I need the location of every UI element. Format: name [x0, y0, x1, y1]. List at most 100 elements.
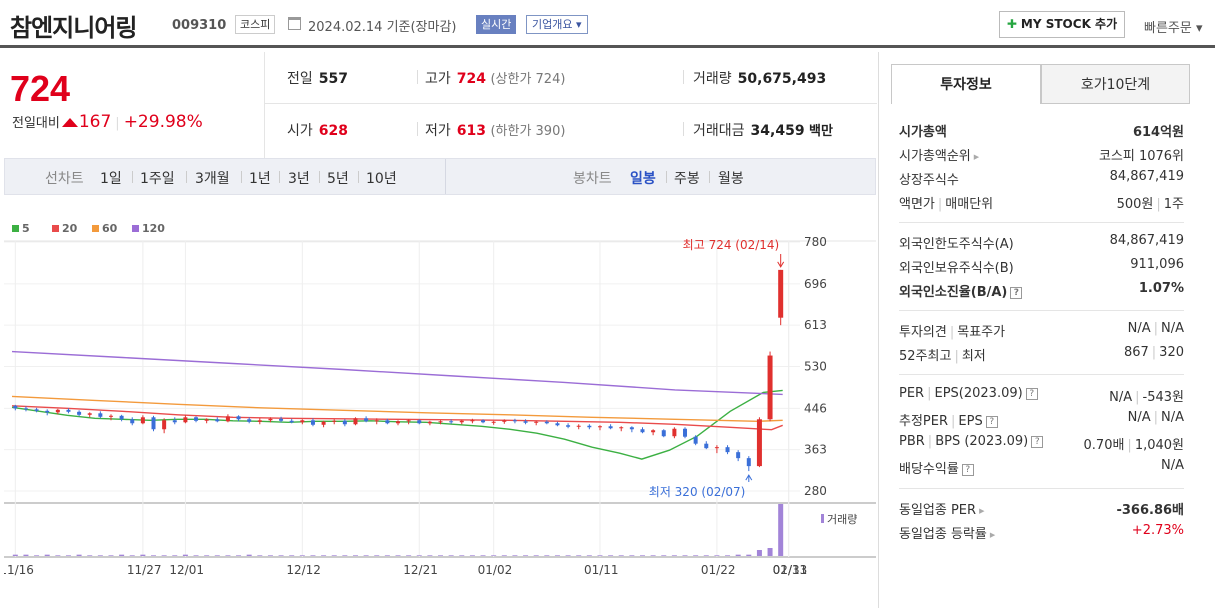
pbr-labels: PBR | BPS (2023.09)? — [899, 434, 1044, 449]
candle-body — [332, 420, 337, 422]
par-value: 500원 — [1116, 197, 1154, 212]
dividend-label: 배당수익률 — [899, 462, 959, 477]
candle-body — [693, 436, 698, 444]
y-tick-label: 363 — [804, 443, 827, 457]
tab-investment-info[interactable]: 투자정보 — [891, 64, 1041, 104]
stock-chart[interactable]: 5 20 60 120 거래량 780 696 613 530 446 363 280 11/16 1… — [0, 196, 876, 608]
par-label: 액면가 — [899, 197, 935, 212]
upper-limit: (상한가 724) — [490, 72, 566, 87]
help-icon[interactable]: ? — [1025, 387, 1038, 400]
stock-header: 참엔지니어링 009310 코스피 2024.02.14 기준(장마감) 실시간… — [0, 0, 1215, 48]
max-price-annotation: 최고 724 (02/14) — [683, 238, 780, 252]
industry-per-row[interactable]: 동일업종 PER ▶ -366.86배 — [899, 496, 1184, 520]
candle-body — [353, 418, 358, 425]
volume-bar — [501, 555, 507, 556]
period-5y[interactable]: 5년 — [327, 171, 349, 187]
volume-bar — [246, 554, 252, 556]
help-icon[interactable]: ? — [1010, 286, 1023, 299]
volume-bar — [608, 555, 614, 556]
period-daily[interactable]: 일봉 — [630, 171, 656, 187]
base-date: 2024.02.14 기준(장마감) — [308, 20, 457, 35]
volume-bar — [321, 555, 327, 556]
opinion-value: N/A — [1127, 321, 1151, 336]
ma-line-5 — [11, 389, 783, 460]
candle-body — [491, 421, 496, 423]
period-1d[interactable]: 1일 — [100, 171, 122, 187]
volume-bar — [172, 555, 178, 556]
foreign-limit-row: 외국인한도주식수(A) 84,867,419 — [899, 230, 1184, 254]
help-icon[interactable]: ? — [1031, 435, 1044, 448]
volume-bars: 거래량 — [12, 504, 857, 556]
period-10y[interactable]: 10년 — [366, 171, 397, 187]
plus-icon: ✚ — [1006, 17, 1017, 31]
candle-body — [746, 458, 751, 467]
stock-name: 참엔지니어링 — [10, 14, 137, 42]
candle-body — [98, 413, 103, 417]
help-icon[interactable]: ? — [985, 415, 998, 428]
volume-bar — [55, 555, 61, 556]
low-value: 613 — [456, 123, 486, 139]
help-icon[interactable]: ? — [961, 463, 974, 476]
period-1w[interactable]: 1주일 — [140, 171, 175, 187]
open-value: 628 — [318, 123, 348, 139]
divider: | — [1151, 345, 1157, 360]
company-overview-dropdown[interactable]: 기업개요 ▾ — [526, 15, 588, 34]
stock-code: 009310 — [172, 18, 227, 33]
volume-bar — [331, 555, 337, 556]
low52-label: 최저 — [961, 349, 986, 364]
chart-annotations: 최고 724 (02/14) 최저 320 (02/07) — [649, 238, 785, 499]
volume-bar — [151, 555, 157, 556]
quick-order-dropdown[interactable]: 빠른주문 ▾ — [1144, 21, 1203, 36]
divider — [279, 171, 280, 183]
eps-label: EPS(2023.09) — [934, 386, 1023, 401]
period-3m[interactable]: 3개월 — [195, 171, 230, 187]
pbr-values: 0.70배 | 1,040원 — [1084, 434, 1184, 453]
shares-label: 상장주식수 — [899, 173, 959, 188]
divider — [417, 122, 418, 136]
period-3y[interactable]: 3년 — [288, 171, 310, 187]
my-stock-add-button[interactable]: ✚ MY STOCK 추가 — [999, 11, 1125, 38]
industry-per-value: -366.86배 — [1116, 503, 1184, 518]
candle-body — [34, 409, 39, 411]
trade-unit-value: 1주 — [1163, 197, 1184, 212]
per-row: PER | EPS(2023.09)? N/A | -543원 — [899, 383, 1184, 407]
stats-row: 시가 628 저가 613 (하한가 390) 거래대금 34,459 백만 — [265, 104, 877, 156]
divider — [899, 310, 1184, 311]
market-cap-rank-row[interactable]: 시가총액순위 ▶ 코스피 1076위 — [899, 142, 1184, 166]
divider — [417, 70, 418, 84]
arrow-right-icon: ▶ — [973, 152, 980, 161]
price-change: 전일대비 167 | +29.98% — [12, 112, 203, 132]
per-labels: PER | EPS(2023.09)? — [899, 386, 1038, 401]
y-tick-label: 780 — [804, 235, 827, 249]
candle-body — [247, 419, 252, 422]
volume-bar — [129, 555, 135, 556]
x-tick-label: 12/01 — [169, 563, 204, 577]
candle-body — [587, 425, 592, 428]
rank-label-wrap: 시가총액순위 ▶ — [899, 145, 979, 164]
per-values: N/A | -543원 — [1109, 386, 1184, 405]
volume-bar — [661, 555, 667, 556]
volume-bar — [193, 555, 199, 556]
volume-bar — [682, 555, 688, 556]
volume-bar — [448, 555, 454, 556]
high52-value: 867 — [1123, 345, 1149, 360]
realtime-button[interactable]: 실시간 — [476, 15, 517, 34]
tab-order-book[interactable]: 호가10단계 — [1041, 64, 1190, 104]
legend-swatch-ma5 — [12, 225, 19, 232]
industry-rate-row[interactable]: 동일업종 등락률 ▶ +2.73% — [899, 520, 1184, 544]
volume-bar — [342, 555, 348, 556]
candles — [13, 269, 784, 472]
candle-body — [364, 418, 369, 422]
industry-rate-label-wrap: 동일업종 등락률 ▶ — [899, 523, 995, 542]
opinion-label: 투자의견 — [899, 325, 947, 340]
period-weekly[interactable]: 주봉 — [674, 171, 700, 187]
period-monthly[interactable]: 월봉 — [718, 171, 744, 187]
legend-swatch-ma60 — [92, 225, 99, 232]
week52-row: 52주최고 | 최저 867 | 320 — [899, 342, 1184, 366]
volume-bar — [746, 554, 752, 556]
period-1y[interactable]: 1년 — [249, 171, 271, 187]
volume-bar — [767, 548, 773, 556]
volume-bar — [182, 554, 188, 556]
bps-value: 1,040원 — [1134, 438, 1184, 453]
candle-body — [268, 418, 273, 421]
